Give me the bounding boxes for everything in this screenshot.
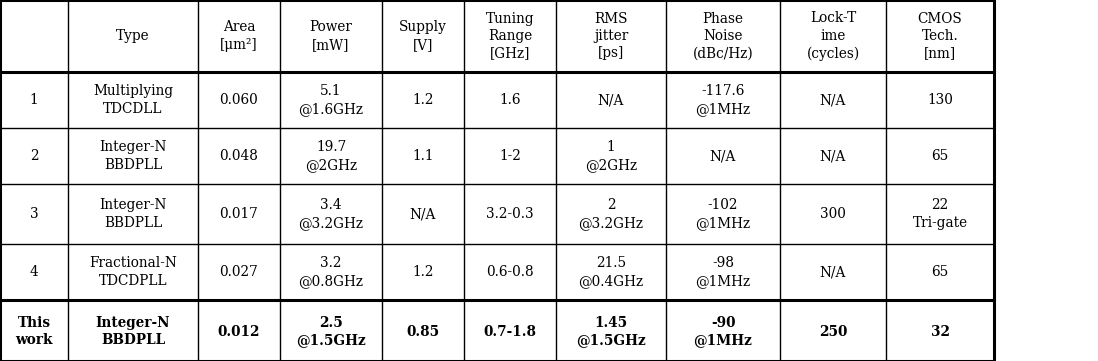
Text: This
work: This work [15, 316, 53, 347]
Text: -98
@1MHz: -98 @1MHz [695, 256, 751, 288]
Text: 0.027: 0.027 [220, 265, 258, 279]
Text: N/A: N/A [820, 149, 847, 163]
Text: -90
@1MHz: -90 @1MHz [694, 316, 752, 347]
Text: 3: 3 [30, 207, 38, 221]
Text: 0.6-0.8: 0.6-0.8 [486, 265, 534, 279]
Text: 0.048: 0.048 [220, 149, 258, 163]
Text: 1.45
@1.5GHz: 1.45 @1.5GHz [576, 316, 646, 347]
Text: 0.85: 0.85 [406, 325, 439, 339]
Text: 3.2
@0.8GHz: 3.2 @0.8GHz [299, 256, 363, 288]
Text: 300: 300 [820, 207, 845, 221]
Text: 32: 32 [930, 325, 950, 339]
Text: 1: 1 [30, 93, 38, 107]
Text: 1.6: 1.6 [500, 93, 520, 107]
Text: 1.1: 1.1 [412, 149, 434, 163]
Text: -102
@1MHz: -102 @1MHz [695, 198, 751, 230]
Text: 2.5
@1.5GHz: 2.5 @1.5GHz [296, 316, 366, 347]
Text: 0.7-1.8: 0.7-1.8 [483, 325, 537, 339]
Text: Phase
Noise
(dBc/Hz): Phase Noise (dBc/Hz) [693, 12, 753, 60]
Text: Multiplying
TDCDLL: Multiplying TDCDLL [93, 84, 173, 116]
Text: N/A: N/A [820, 93, 847, 107]
Text: 0.012: 0.012 [217, 325, 260, 339]
Text: 65: 65 [931, 265, 949, 279]
Text: Fractional-N
TDCDPLL: Fractional-N TDCDPLL [89, 256, 177, 288]
Text: Integer-N
BBDPLL: Integer-N BBDPLL [96, 316, 170, 347]
Text: 22
Tri-gate: 22 Tri-gate [912, 198, 967, 230]
Text: 1.2: 1.2 [412, 265, 434, 279]
Text: Lock-T
ime
(cycles): Lock-T ime (cycles) [806, 12, 860, 61]
Text: 4: 4 [30, 265, 38, 279]
Text: Tuning
Range
[GHz]: Tuning Range [GHz] [485, 12, 535, 60]
Text: 3.2-0.3: 3.2-0.3 [486, 207, 534, 221]
Text: 3.4
@3.2GHz: 3.4 @3.2GHz [299, 198, 363, 230]
Text: N/A: N/A [709, 149, 736, 163]
Text: N/A: N/A [597, 93, 624, 107]
Text: 2: 2 [30, 149, 38, 163]
Text: 0.060: 0.060 [220, 93, 258, 107]
Text: 5.1
@1.6GHz: 5.1 @1.6GHz [299, 84, 363, 116]
Text: -117.6
@1MHz: -117.6 @1MHz [695, 84, 751, 116]
Text: Power
[mW]: Power [mW] [310, 20, 352, 52]
Text: 2
@3.2GHz: 2 @3.2GHz [579, 198, 643, 230]
Text: 130: 130 [927, 93, 953, 107]
Text: Supply
[V]: Supply [V] [399, 20, 447, 52]
Text: 1
@2GHz: 1 @2GHz [585, 140, 637, 171]
Text: N/A: N/A [820, 265, 847, 279]
Text: Area
[μm²]: Area [μm²] [221, 20, 258, 52]
Text: 1-2: 1-2 [500, 149, 520, 163]
Text: 65: 65 [931, 149, 949, 163]
Text: Integer-N
BBDPLL: Integer-N BBDPLL [99, 140, 167, 171]
Text: Integer-N
BBDPLL: Integer-N BBDPLL [99, 198, 167, 230]
Text: 21.5
@0.4GHz: 21.5 @0.4GHz [579, 256, 643, 288]
Text: 0.017: 0.017 [220, 207, 258, 221]
Text: 19.7
@2GHz: 19.7 @2GHz [305, 140, 357, 171]
Text: CMOS
Tech.
[nm]: CMOS Tech. [nm] [918, 12, 962, 60]
Text: Type: Type [116, 29, 149, 43]
Text: N/A: N/A [410, 207, 436, 221]
Text: 1.2: 1.2 [412, 93, 434, 107]
Text: RMS
jitter
[ps]: RMS jitter [ps] [594, 12, 628, 60]
Text: 250: 250 [819, 325, 848, 339]
